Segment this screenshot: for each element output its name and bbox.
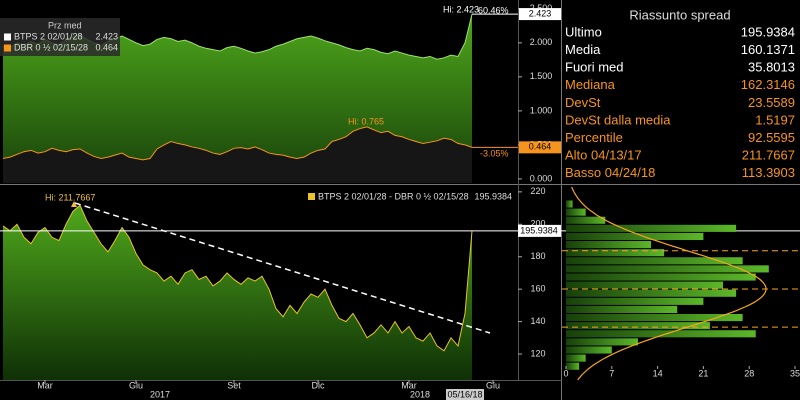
summary-label: Basso 04/24/18	[565, 165, 655, 180]
current-date-box	[446, 389, 484, 400]
year-label: 2018	[410, 389, 430, 399]
x-tick-label: 0	[563, 368, 568, 378]
normal-curve	[571, 186, 767, 381]
y-tick-label: 1.500	[530, 71, 553, 81]
summary-value: 92.5595	[748, 130, 795, 145]
y-tick-label: 200	[530, 219, 545, 229]
x-tick-label: Giu	[129, 380, 143, 390]
x-tick-label: Mar	[401, 380, 417, 390]
summary-label: DevSt	[565, 95, 601, 110]
y-tick-label: 180	[530, 251, 545, 261]
histogram-bar	[566, 305, 678, 314]
x-tick-label: Giu	[486, 380, 500, 390]
legend-label: DBR 0 ½ 02/15/28	[14, 42, 88, 52]
summary-value: 23.5589	[748, 95, 795, 110]
summary-value: 35.8013	[748, 60, 795, 75]
x-tick-label: 14	[653, 368, 663, 378]
histogram-bar	[566, 216, 606, 224]
annotation: Hi: 0.765	[348, 116, 384, 126]
x-tick-label: Dic	[312, 380, 325, 390]
x-tick-label: 28	[744, 368, 754, 378]
histogram-bar	[566, 232, 704, 241]
legend-value: 2.423	[95, 31, 118, 41]
histogram-bar	[566, 241, 652, 249]
year-label: 2017	[150, 389, 170, 399]
histogram-bar	[566, 354, 586, 362]
last-value-label: 0.464	[529, 142, 552, 152]
summary-label: Media	[565, 42, 601, 57]
histogram-bar	[566, 265, 769, 273]
legend-swatch	[4, 33, 11, 41]
annotation: Hi: 211.7667	[45, 192, 95, 202]
legend-value: 195.9384	[474, 191, 512, 201]
histogram-bar	[566, 200, 573, 208]
x-tick-label: 21	[698, 368, 708, 378]
histogram-bar	[566, 322, 710, 330]
trend-line	[74, 202, 491, 334]
series-area	[3, 126, 472, 183]
series-line	[2, 204, 473, 352]
summary-label: Ultimo	[565, 24, 602, 39]
series-line	[2, 126, 473, 161]
summary-value: 162.3146	[741, 77, 795, 92]
summary-label: DevSt dalla media	[565, 112, 671, 127]
y-tick-label: 160	[530, 284, 545, 294]
legend-title: Prz med	[48, 20, 82, 30]
summary-label: Mediana	[565, 77, 616, 92]
annotation: Hi: 2.423	[443, 4, 479, 14]
summary-label: Fuori med	[565, 60, 624, 75]
legend-label: BTPS 2 02/01/28	[14, 31, 83, 41]
last-value-label: 2.423	[529, 8, 552, 18]
last-value-label: 195.9384	[520, 225, 558, 235]
histogram-bar	[566, 273, 756, 281]
last-value-box	[519, 141, 561, 154]
summary-value: 211.7667	[742, 148, 795, 163]
x-tick-label: 7	[609, 368, 614, 378]
histogram-bar	[566, 289, 737, 297]
histogram-bar	[566, 314, 743, 322]
x-tick-label: 35	[790, 368, 800, 378]
y-tick-label: 140	[530, 316, 545, 326]
summary-value: 195.9384	[741, 24, 795, 39]
legend-swatch	[308, 193, 315, 200]
summary-value: 113.3903	[742, 165, 795, 180]
histogram-bar	[566, 224, 737, 232]
y-tick-label: 120	[530, 348, 545, 358]
histogram-bar	[566, 338, 638, 346]
histogram-bar	[566, 362, 580, 370]
legend-value: 0.464	[95, 42, 118, 52]
summary-label: Percentile	[565, 130, 623, 145]
y-tick-label: 1.000	[530, 105, 553, 115]
histogram-bar	[566, 297, 704, 305]
summary-title: Riassunto spread	[629, 7, 730, 22]
current-date: 05/16/18	[447, 389, 482, 399]
histogram-bar	[566, 346, 612, 354]
annotation: -3.05%	[480, 148, 509, 158]
histogram-bar	[566, 249, 665, 257]
y-tick-label: 0.000	[530, 173, 553, 183]
summary-label: Alto 04/13/17	[565, 148, 642, 163]
last-value-box	[518, 224, 561, 237]
summary-value: 1.5197	[755, 112, 795, 127]
summary-value: 160.1371	[741, 42, 795, 57]
annotation: 60.46%	[478, 5, 509, 15]
histogram-bar	[566, 281, 724, 289]
histogram-bar	[566, 257, 743, 265]
legend-box	[0, 18, 120, 56]
x-tick-label: Mar	[37, 380, 53, 390]
legend-label: BTPS 2 02/01/28 - DBR 0 ½ 02/15/28	[318, 191, 469, 201]
series-area	[3, 205, 472, 380]
y-tick-label: 2.000	[530, 37, 553, 47]
histogram-bar	[566, 330, 756, 338]
histogram-bar	[566, 208, 586, 216]
legend-swatch	[4, 44, 11, 52]
x-tick-label: Set	[227, 380, 241, 390]
high-marker	[71, 201, 77, 207]
last-value-box	[519, 8, 561, 21]
y-tick-label: 220	[530, 186, 545, 196]
